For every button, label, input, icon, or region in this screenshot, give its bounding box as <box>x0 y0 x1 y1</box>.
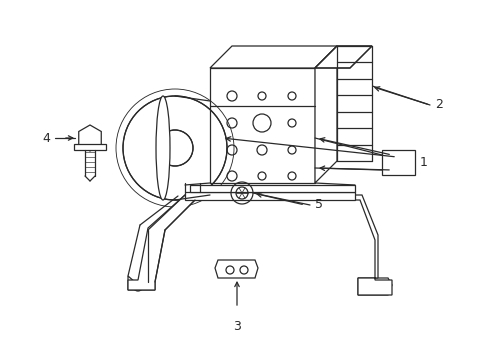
Text: 4: 4 <box>42 131 50 144</box>
Text: 1: 1 <box>419 156 427 169</box>
Polygon shape <box>79 125 101 151</box>
Polygon shape <box>209 46 336 68</box>
Text: 3: 3 <box>233 320 241 333</box>
Text: 2: 2 <box>434 99 442 112</box>
Text: 5: 5 <box>314 198 323 211</box>
Polygon shape <box>209 68 314 183</box>
Polygon shape <box>349 195 391 295</box>
Polygon shape <box>74 144 106 150</box>
Polygon shape <box>314 46 371 68</box>
Polygon shape <box>128 195 195 290</box>
Polygon shape <box>314 46 336 183</box>
Polygon shape <box>215 260 258 278</box>
Ellipse shape <box>156 96 170 200</box>
Polygon shape <box>190 185 354 192</box>
Polygon shape <box>357 278 391 295</box>
Polygon shape <box>184 192 354 200</box>
Polygon shape <box>128 276 155 290</box>
